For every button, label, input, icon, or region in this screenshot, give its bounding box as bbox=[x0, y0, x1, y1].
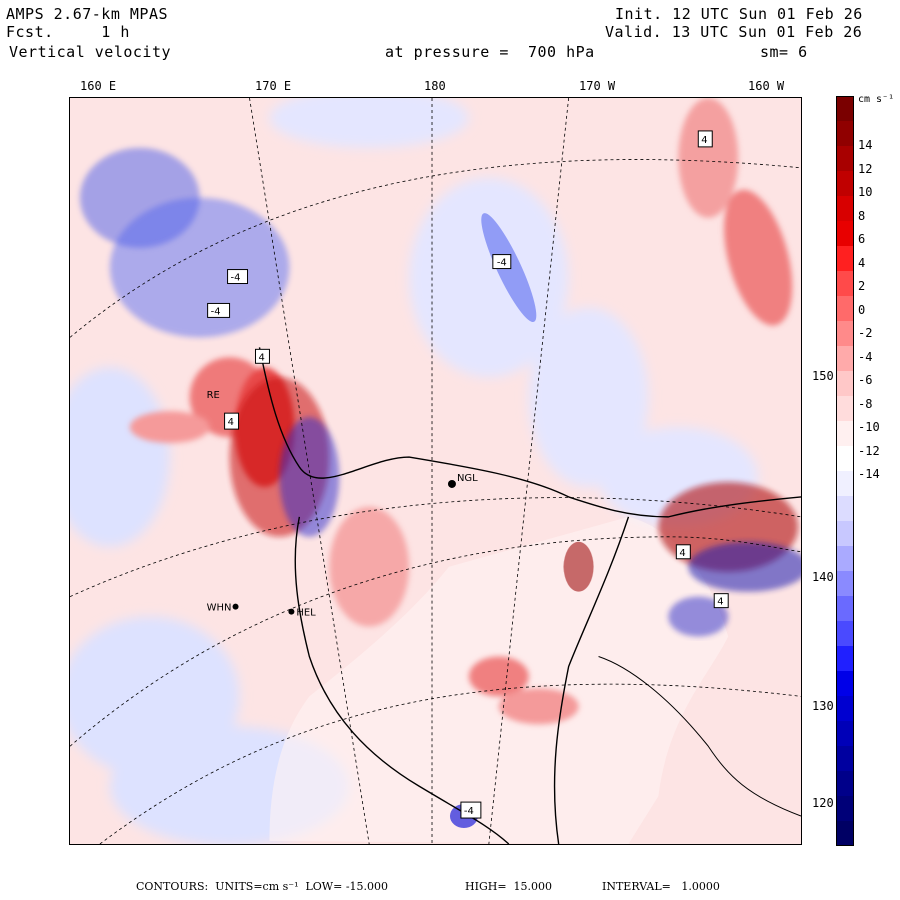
init-time: Init. 12 UTC Sun 01 Feb 26 bbox=[615, 5, 863, 23]
colorbar-swatch bbox=[836, 746, 854, 772]
footer-interval: INTERVAL= 1.0000 bbox=[602, 880, 720, 893]
colorbar-label: 14 bbox=[858, 138, 873, 152]
colorbar-label: 8 bbox=[858, 208, 866, 223]
colorbar-label: -8 bbox=[858, 396, 873, 411]
colorbar-label: -4 bbox=[858, 349, 873, 364]
colorbar-label: 12 bbox=[858, 161, 873, 176]
lon-label-170e: 170 E bbox=[255, 79, 292, 93]
colorbar-swatch bbox=[836, 346, 854, 372]
svg-text:-4: -4 bbox=[464, 806, 474, 817]
contour-box: 4 bbox=[713, 593, 729, 609]
svg-text:4: 4 bbox=[701, 135, 707, 146]
contour-label-boxes: 4 -4 4 -4 -4 4 4 -4 4 bbox=[207, 130, 729, 819]
colorbar-swatch bbox=[836, 146, 854, 172]
colorbar-unit: cm s⁻¹ bbox=[858, 94, 895, 105]
colorbar-label: 2 bbox=[858, 279, 866, 293]
contour-box: 4 bbox=[224, 412, 240, 430]
valid-time: Valid. 13 UTC Sun 01 Feb 26 bbox=[605, 23, 863, 41]
colorbar-label: 10 bbox=[858, 185, 873, 199]
station-whn: WHN bbox=[207, 603, 239, 614]
contour-box: 4 bbox=[675, 544, 691, 560]
colorbar-swatch bbox=[836, 421, 854, 447]
colorbar-label: 6 bbox=[858, 232, 866, 246]
svg-text:4: 4 bbox=[717, 597, 723, 608]
svg-text:4: 4 bbox=[258, 352, 264, 363]
colorbar-swatch bbox=[836, 546, 854, 572]
contour-box: -4 bbox=[227, 269, 249, 285]
colorbar-swatch bbox=[836, 96, 854, 122]
forecast-hour: Fcst. 1 h bbox=[6, 23, 130, 41]
colorbar-swatch bbox=[836, 571, 854, 597]
field-name: Vertical velocity bbox=[9, 43, 172, 61]
colorbar-swatch bbox=[836, 396, 854, 422]
contour-box: 4 bbox=[697, 130, 713, 148]
station-ngl-label: NGL bbox=[457, 473, 478, 484]
station-hel-label: HEL bbox=[296, 608, 316, 619]
colorbar-swatch bbox=[836, 496, 854, 522]
colorbar-swatch bbox=[836, 821, 854, 846]
pressure-level: at pressure = 700 hPa bbox=[385, 43, 595, 61]
colorbar-swatch bbox=[836, 371, 854, 397]
smoothing: sm= 6 bbox=[760, 43, 808, 61]
lon-label-160w: 160 W bbox=[748, 79, 785, 93]
model-title: AMPS 2.67-km MPAS bbox=[6, 5, 169, 23]
colorbar-swatch bbox=[836, 621, 854, 647]
lon-label-170w: 170 W bbox=[579, 79, 616, 93]
contour-box: 4 bbox=[254, 348, 270, 364]
vertical-velocity-map: NGL WHN HEL RE 4 -4 4 -4 -4 4 4 -4 4 bbox=[69, 97, 802, 845]
colorbar-label: -6 bbox=[858, 373, 873, 387]
footer-high: HIGH= 15.000 bbox=[465, 880, 553, 893]
svg-text:-4: -4 bbox=[211, 306, 221, 317]
colorbar-swatch bbox=[836, 296, 854, 322]
footer-contours: CONTOURS: UNITS=cm s⁻¹ LOW= -15.000 bbox=[136, 880, 389, 893]
colorbar-swatch bbox=[836, 596, 854, 622]
colorbar-swatch bbox=[836, 271, 854, 297]
colorbar-label: -2 bbox=[858, 326, 873, 340]
ice-shelf-edge bbox=[553, 516, 630, 844]
svg-text:4: 4 bbox=[228, 417, 234, 428]
colorbar-swatch bbox=[836, 246, 854, 272]
colorbar-swatch bbox=[836, 446, 854, 472]
colorbar-label: -10 bbox=[858, 420, 880, 434]
svg-text:-4: -4 bbox=[231, 273, 241, 284]
colorbar-swatch bbox=[836, 696, 854, 722]
colorbar-swatch bbox=[836, 796, 854, 822]
station-ngl: NGL bbox=[447, 473, 478, 488]
contour-box: -4 bbox=[492, 254, 512, 270]
coastline bbox=[258, 347, 801, 518]
colorbar-swatch bbox=[836, 721, 854, 747]
station-whn-label: WHN bbox=[207, 603, 232, 614]
colorbar-label: -12 bbox=[858, 443, 880, 458]
colorbar-swatch bbox=[836, 121, 854, 147]
station-re-label: RE bbox=[207, 390, 220, 401]
colorbar-swatch bbox=[836, 321, 854, 347]
svg-text:4: 4 bbox=[679, 548, 685, 559]
colorbar bbox=[836, 96, 854, 846]
colorbar-label: 4 bbox=[858, 255, 866, 270]
graticule bbox=[70, 98, 801, 844]
colorbar-swatch bbox=[836, 521, 854, 547]
contour-box: -4 bbox=[460, 801, 482, 819]
strong-wave-regions bbox=[79, 147, 801, 829]
contour-box: -4 bbox=[207, 302, 231, 318]
colorbar-swatch bbox=[836, 646, 854, 672]
colorbar-swatch bbox=[836, 771, 854, 797]
lon-label-180: 180 bbox=[424, 79, 446, 93]
station-re: RE bbox=[207, 390, 220, 401]
colorbar-label: -14 bbox=[858, 467, 880, 481]
colorbar-label: 0 bbox=[858, 302, 866, 317]
colorbar-swatch bbox=[836, 221, 854, 247]
colorbar-swatch bbox=[836, 196, 854, 222]
colorbar-swatch bbox=[836, 471, 854, 497]
contour-line bbox=[598, 656, 801, 817]
colorbar-swatch bbox=[836, 671, 854, 697]
colorbar-swatch bbox=[836, 171, 854, 197]
station-hel: HEL bbox=[288, 608, 316, 619]
svg-text:-4: -4 bbox=[497, 258, 507, 269]
lon-label-160e: 160 E bbox=[80, 79, 117, 93]
